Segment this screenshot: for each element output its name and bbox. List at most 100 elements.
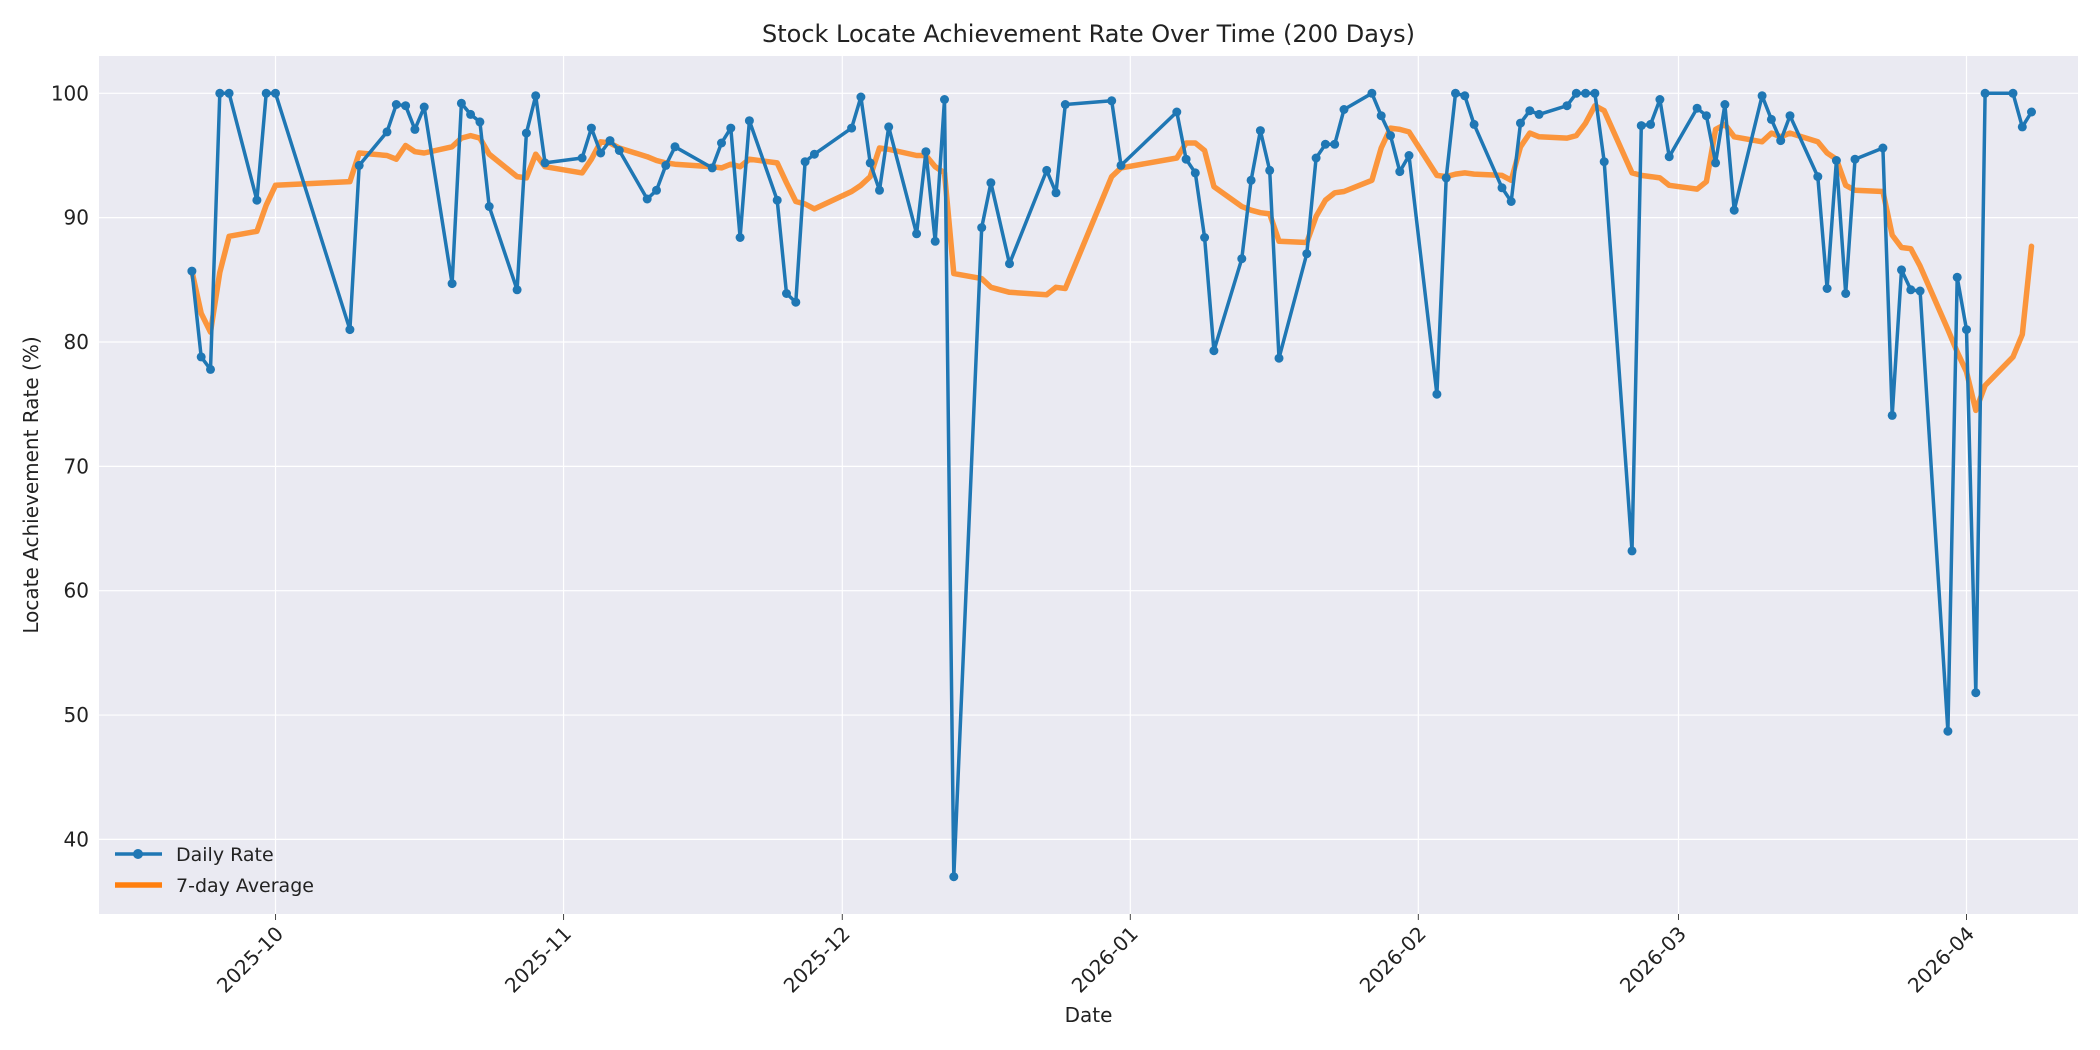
daily-point — [1441, 173, 1451, 183]
chart-title: Stock Locate Achievement Rate Over Time … — [762, 20, 1415, 48]
daily-point — [772, 195, 782, 205]
daily-point — [1878, 143, 1888, 153]
daily-point — [1042, 165, 1052, 175]
daily-point — [1209, 346, 1219, 356]
daily-point — [1980, 88, 1990, 98]
daily-point — [224, 88, 234, 98]
daily-point — [512, 285, 522, 295]
y-axis-ticks: 40 50 60 70 80 90 100 — [51, 81, 89, 851]
daily-point — [1627, 546, 1637, 556]
daily-point — [1729, 205, 1739, 215]
y-tick-label: 100 — [51, 81, 89, 105]
daily-point — [1460, 91, 1470, 101]
daily-point — [1190, 168, 1200, 178]
daily-point — [1451, 88, 1460, 98]
x-tick-label: 2026-01 — [1067, 922, 1143, 998]
daily-point — [1320, 139, 1330, 149]
daily-point — [707, 163, 717, 173]
daily-point — [661, 160, 671, 170]
daily-point — [1386, 131, 1395, 141]
daily-point — [782, 289, 791, 298]
daily-point — [1311, 153, 1321, 163]
daily-point — [540, 158, 550, 168]
daily-series-layer — [187, 88, 2036, 882]
daily-point — [1952, 272, 1962, 282]
daily-point — [875, 185, 884, 195]
daily-point — [847, 123, 857, 133]
daily-point — [1506, 197, 1516, 206]
daily-point — [652, 185, 661, 195]
daily-point — [1107, 96, 1117, 106]
daily-point — [1571, 88, 1581, 98]
daily-point — [1051, 188, 1061, 198]
avg-series-layer — [189, 102, 2035, 414]
x-tick-label: 2026-03 — [1615, 922, 1691, 998]
daily-point — [1831, 156, 1841, 165]
daily-point — [1655, 95, 1665, 104]
daily-point — [1516, 118, 1525, 128]
y-tick-label: 70 — [64, 454, 89, 478]
daily-point — [1525, 106, 1535, 116]
daily-point — [884, 122, 894, 132]
daily-point — [1302, 249, 1312, 259]
daily-point — [865, 158, 875, 168]
daily-point — [642, 194, 652, 204]
daily-point — [531, 91, 541, 101]
daily-point — [447, 279, 457, 289]
daily-point — [2008, 88, 2018, 98]
daily-point — [2027, 107, 2036, 117]
daily-point — [1469, 119, 1479, 129]
legend-daily-marker — [133, 849, 143, 859]
daily-point — [196, 352, 206, 362]
plot-background — [99, 56, 2078, 914]
daily-point — [1692, 103, 1702, 113]
daily-point — [1339, 105, 1349, 114]
daily-point — [1172, 107, 1182, 117]
daily-point — [1330, 139, 1340, 149]
daily-point — [800, 157, 810, 167]
daily-point — [1432, 389, 1442, 399]
daily-point — [977, 223, 987, 233]
daily-point — [1971, 688, 1981, 698]
daily-point — [605, 136, 615, 146]
daily-point — [382, 127, 392, 137]
y-tick-label: 60 — [64, 579, 89, 603]
daily-point — [1711, 158, 1721, 168]
daily-point — [1757, 91, 1767, 101]
legend: Daily Rate 7-day Average — [115, 844, 314, 897]
daily-point — [791, 297, 801, 307]
daily-point — [1701, 111, 1711, 121]
daily-point — [1590, 88, 1600, 98]
daily-point — [1813, 172, 1823, 182]
x-tick-label: 2025-11 — [500, 922, 576, 998]
x-tick-label: 2025-10 — [212, 922, 288, 998]
y-tick-label: 40 — [64, 827, 89, 851]
daily-point — [1720, 100, 1730, 109]
daily-point — [577, 153, 587, 163]
daily-point — [1646, 119, 1656, 129]
daily-point — [1367, 88, 1377, 98]
daily-point — [215, 88, 225, 98]
daily-point — [921, 147, 931, 157]
daily-point — [735, 233, 745, 242]
grid-lines — [99, 56, 2078, 914]
daily-point — [1005, 259, 1014, 269]
daily-point — [1766, 114, 1776, 124]
x-axis-title: Date — [1065, 1003, 1113, 1027]
daily-point — [1181, 154, 1191, 164]
daily-point — [1581, 88, 1591, 98]
daily-point — [261, 88, 271, 98]
daily-point — [1200, 233, 1210, 242]
daily-point — [1116, 160, 1126, 170]
daily-point — [456, 98, 466, 108]
daily-point — [1265, 165, 1275, 175]
daily-point — [912, 229, 922, 239]
daily-point — [1534, 109, 1544, 119]
daily-point — [1404, 151, 1414, 160]
daily-point — [271, 88, 280, 98]
x-tick-label: 2025-12 — [779, 922, 855, 998]
daily-point — [252, 195, 262, 205]
daily-point — [717, 138, 726, 148]
daily-point — [1887, 410, 1897, 420]
x-axis-ticks: 2025-10 2025-11 2025-12 2026-01 2026-02 2026-… — [212, 914, 1979, 998]
